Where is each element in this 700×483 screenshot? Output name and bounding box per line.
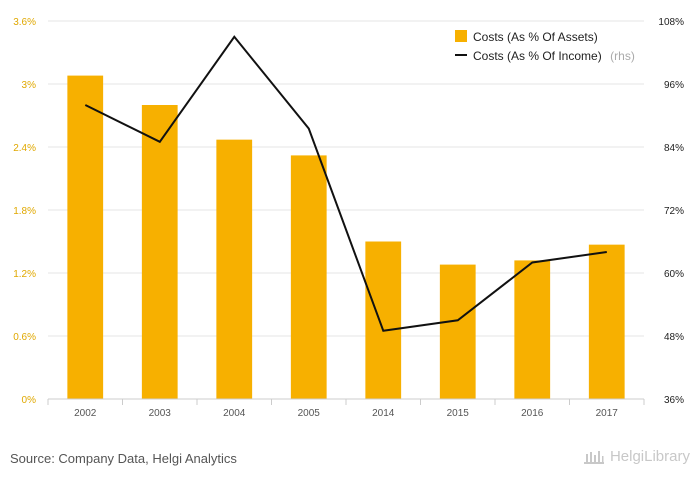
x-tick-label: 2017 xyxy=(596,408,619,419)
bar xyxy=(216,139,253,399)
bar xyxy=(365,241,402,399)
bar xyxy=(290,155,327,399)
chart: 0% 36% 0.6% 48% 1.2% 60% 1.8% 72% 2.4% 84% 3% 96% 3.… xyxy=(13,17,684,419)
bar-series xyxy=(67,75,625,399)
bar xyxy=(514,260,551,399)
legend-label-income-suffix: (rhs) xyxy=(610,49,635,63)
y-left-tick-label: 0% xyxy=(22,395,37,406)
y-right-tick-label: 108% xyxy=(658,17,684,28)
x-tick-label: 2014 xyxy=(372,408,395,419)
y-left-tick-label: 1.2% xyxy=(13,269,36,280)
legend-label-assets: Costs (As % Of Assets) xyxy=(473,30,598,44)
x-tick-label: 2003 xyxy=(149,408,172,419)
y-left-tick-label: 3.6% xyxy=(13,17,36,28)
y-right-tick-label: 36% xyxy=(664,395,684,406)
y-right-tick-label: 72% xyxy=(664,206,684,217)
x-tick-label: 2004 xyxy=(223,408,246,419)
y-left-tick-label: 0.6% xyxy=(13,332,36,343)
x-tick-label: 2016 xyxy=(521,408,544,419)
legend: Costs (As % Of Assets) Costs (As % Of In… xyxy=(455,30,635,64)
axes: 0% 36% 0.6% 48% 1.2% 60% 1.8% 72% 2.4% 84% 3% 96% 3.… xyxy=(13,17,684,419)
bar xyxy=(141,105,178,399)
line-series xyxy=(84,35,607,332)
legend-swatch-bar xyxy=(455,30,467,42)
y-left-tick-label: 1.8% xyxy=(13,206,36,217)
y-right-tick-label: 48% xyxy=(664,332,684,343)
bar xyxy=(67,75,104,399)
legend-label-income: Costs (As % Of Income) (rhs) xyxy=(473,47,635,64)
x-tick-label: 2005 xyxy=(298,408,321,419)
y-right-tick-label: 96% xyxy=(664,80,684,91)
y-left-tick-label: 2.4% xyxy=(13,143,36,154)
source-note: Source: Company Data, Helgi Analytics xyxy=(10,451,237,466)
series-line xyxy=(84,35,607,332)
gridlines xyxy=(48,20,644,337)
y-right-tick-label: 84% xyxy=(664,143,684,154)
helgi-library-logo: HelgiLibrary xyxy=(583,448,690,465)
logo-text: HelgiLibrary xyxy=(609,448,690,465)
y-right-tick-label: 60% xyxy=(664,269,684,280)
library-building-icon xyxy=(583,450,604,464)
x-tick-label: 2002 xyxy=(74,408,97,419)
legend-label-income-name: Costs (As % Of Income) xyxy=(473,49,602,63)
bar xyxy=(588,244,625,399)
y-left-tick-label: 3% xyxy=(22,80,37,91)
bar xyxy=(439,264,476,399)
x-tick-label: 2015 xyxy=(447,408,470,419)
